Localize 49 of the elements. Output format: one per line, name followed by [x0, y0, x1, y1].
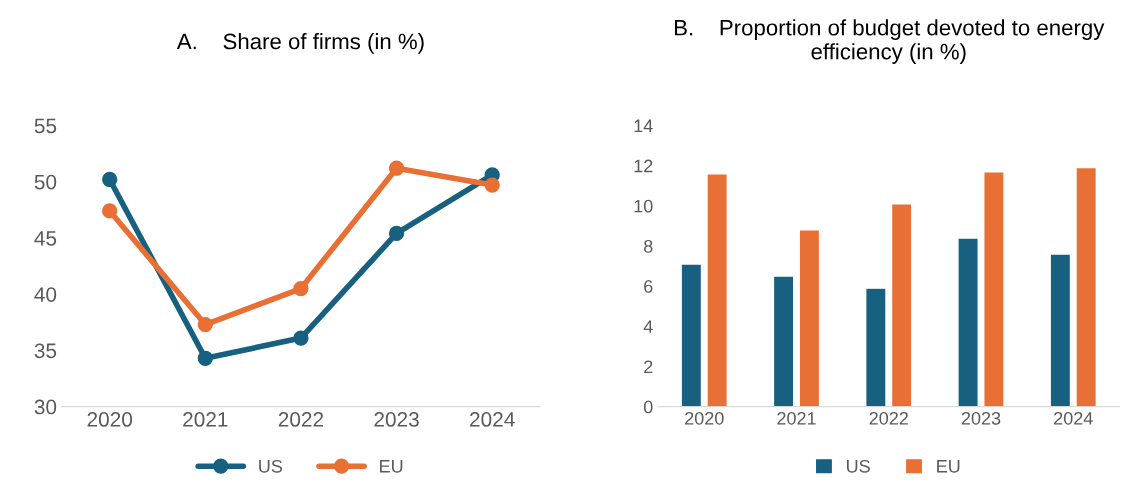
bar [798, 229, 821, 407]
y-tick-label: 14 [634, 119, 653, 133]
x-tick-label: 2023 [374, 412, 419, 427]
y-tick-label: 0 [643, 400, 653, 414]
point [293, 280, 309, 297]
x-tick-label: 2020 [685, 411, 724, 425]
y-tick-label: 35 [34, 343, 57, 359]
legend-label: EU [937, 460, 960, 473]
chart-title: B. Proportion of budget devoted to energy efficiency (in %) [675, 19, 1105, 64]
point [102, 203, 118, 219]
legend-label: US [259, 459, 283, 473]
y-tick-label: 8 [644, 239, 653, 253]
y-tick-label: 55 [34, 118, 57, 134]
bar [1049, 253, 1072, 407]
bar [890, 203, 913, 407]
x-tick-label: 2021 [183, 412, 228, 427]
y-tick-label: 50 [34, 174, 57, 190]
x-tick-label: 2023 [961, 411, 1001, 425]
bar [1075, 166, 1098, 407]
x-tick-label: 2024 [1054, 411, 1093, 425]
bar [957, 237, 979, 407]
chart-title: A. Share of firms (in %) [176, 33, 424, 54]
y-tick-label: 12 [634, 159, 653, 173]
y-tick-label: 30 [34, 399, 57, 415]
bar [983, 170, 1005, 407]
y-tick-label: 40 [34, 287, 57, 302]
y-tick-label: 2 [644, 360, 653, 373]
x-tick-label: 2022 [278, 412, 324, 427]
y-tick-label: 10 [634, 199, 653, 213]
y-tick-label: 45 [34, 231, 57, 246]
point [388, 160, 405, 176]
point [197, 350, 213, 366]
legend-label: EU [380, 460, 403, 473]
bar [864, 287, 887, 407]
y-tick-label: 6 [644, 280, 653, 293]
x-tick-label: 2020 [87, 412, 133, 427]
y-tick-label: 4 [643, 320, 653, 333]
x-tick-label: 2024 [470, 412, 515, 427]
point [102, 171, 118, 188]
point [484, 177, 500, 193]
x-tick-label: 2021 [777, 411, 816, 425]
bar [772, 275, 795, 407]
legend-label: US [847, 459, 870, 473]
bar [680, 263, 703, 407]
x-tick-label: 2022 [869, 411, 908, 425]
bar [706, 172, 729, 407]
point [197, 316, 213, 333]
point [293, 330, 309, 346]
point [388, 225, 405, 242]
